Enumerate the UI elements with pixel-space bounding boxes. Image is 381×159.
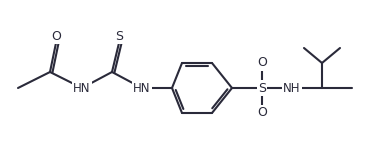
- Text: O: O: [257, 56, 267, 69]
- Text: NH: NH: [283, 82, 301, 94]
- Text: O: O: [257, 107, 267, 120]
- Text: O: O: [51, 30, 61, 42]
- Text: HN: HN: [73, 82, 91, 94]
- Text: S: S: [115, 30, 123, 42]
- Text: HN: HN: [133, 82, 151, 94]
- Text: S: S: [258, 82, 266, 94]
